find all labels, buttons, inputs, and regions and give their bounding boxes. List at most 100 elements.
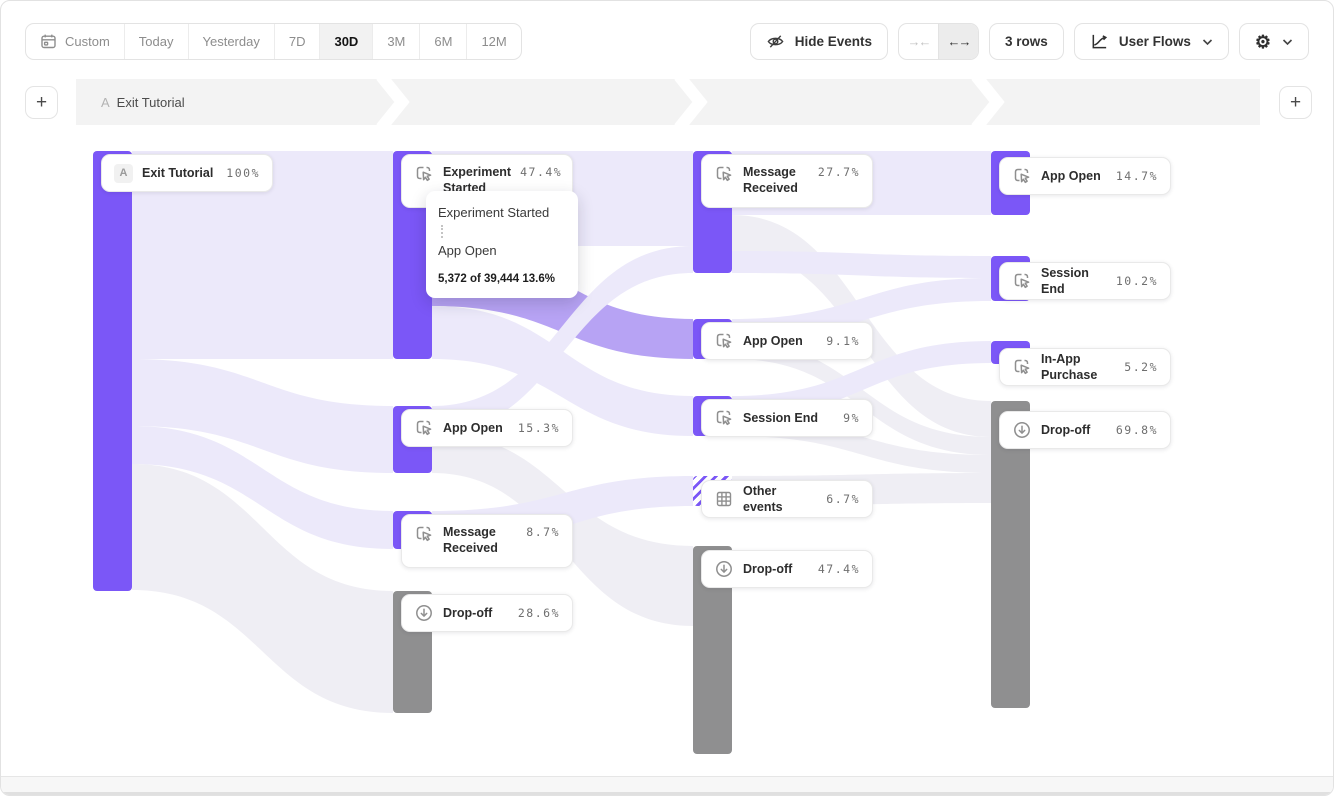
step-letter: A — [101, 94, 110, 110]
date-range-picker: Custom Today Yesterday 7D 30D 3M 6M 12M — [25, 23, 522, 60]
toolbar-actions: Hide Events →← ←→ 3 rows User Flows — [749, 23, 1309, 60]
hide-events-button[interactable]: Hide Events — [749, 23, 889, 60]
node-value: 69.8% — [1115, 422, 1158, 437]
node-value: 47.4% — [520, 165, 563, 179]
date-range-yesterday[interactable]: Yesterday — [189, 24, 275, 59]
flow-tooltip: Experiment Started App Open 5,372 of 39,… — [426, 191, 578, 298]
collapse-arrows-icon: →← — [907, 34, 932, 49]
settings-dropdown[interactable]: ⚙ — [1238, 23, 1309, 60]
flow-ribbon[interactable] — [132, 359, 393, 473]
expand-columns-button[interactable]: ←→ — [938, 24, 979, 59]
node-label: Drop-off — [1041, 422, 1091, 437]
node-value: 27.7% — [817, 165, 860, 179]
date-range-label: Today — [138, 34, 174, 49]
tooltip-connector-dots — [441, 225, 443, 238]
node-card-other-events[interactable]: Other events 6.7% — [701, 480, 873, 518]
flow-ribbon[interactable] — [732, 251, 991, 278]
event-icon — [1012, 357, 1032, 377]
calendar-icon — [40, 33, 57, 50]
date-range-label: 12M — [481, 34, 507, 49]
date-range-6m[interactable]: 6M — [420, 24, 468, 59]
view-type-dropdown[interactable]: User Flows — [1073, 23, 1229, 60]
step-chevron-separators — [376, 79, 1005, 125]
node-value: 5.2% — [1124, 359, 1158, 374]
event-icon — [414, 164, 434, 184]
node-card-drop-off[interactable]: Drop-off 47.4% — [701, 550, 873, 588]
node-label: Drop-off — [443, 605, 493, 620]
chevron-down-icon — [1202, 34, 1213, 49]
node-value: 9% — [843, 410, 860, 425]
event-icon — [1012, 166, 1032, 186]
node-label: Drop-off — [743, 561, 793, 576]
node-value: 9.1% — [826, 333, 860, 348]
date-range-7d[interactable]: 7D — [275, 24, 321, 59]
node-value: 14.7% — [1115, 168, 1158, 183]
node-label: Other events — [743, 483, 783, 514]
step-title: Exit Tutorial — [116, 94, 185, 110]
toolbar: Custom Today Yesterday 7D 30D 3M 6M 12M … — [25, 23, 1309, 60]
date-range-label: 7D — [288, 34, 306, 49]
node-card-drop-off[interactable]: Drop-off 28.6% — [401, 594, 573, 632]
event-icon — [714, 331, 734, 351]
tooltip-from-event: Experiment Started — [438, 205, 550, 220]
drop-off-icon — [714, 559, 734, 579]
node-value: 10.2% — [1115, 273, 1158, 288]
add-step-left-button[interactable]: + — [25, 86, 58, 119]
steps-breadcrumb-bar[interactable]: A Exit Tutorial — [76, 79, 1260, 125]
date-range-label: Custom — [65, 34, 110, 49]
eye-off-icon — [766, 32, 786, 52]
date-range-12m[interactable]: 12M — [467, 24, 520, 59]
node-value: 8.7% — [526, 525, 560, 539]
date-range-label: 30D — [334, 34, 359, 49]
flow-ribbon[interactable] — [132, 464, 393, 713]
hide-events-label: Hide Events — [794, 34, 873, 49]
chevron-down-icon — [1282, 34, 1293, 49]
event-icon — [714, 408, 734, 428]
collapse-expand-toggle: →← ←→ — [898, 23, 980, 60]
node-value: 28.6% — [517, 605, 560, 620]
node-card-session-end[interactable]: Session End 9% — [701, 399, 873, 437]
rows-label: 3 rows — [1005, 34, 1048, 49]
date-range-3m[interactable]: 3M — [373, 24, 421, 59]
node-label: App Open — [443, 420, 503, 435]
date-range-label: 6M — [434, 34, 453, 49]
node-label: Session End — [1041, 265, 1089, 296]
flows-chart-icon — [1090, 32, 1110, 52]
node-card-session-end[interactable]: Session End 10.2% — [999, 262, 1171, 300]
view-type-label: User Flows — [1118, 34, 1191, 49]
expand-arrows-icon: ←→ — [947, 34, 972, 49]
add-step-right-button[interactable]: + — [1279, 86, 1312, 119]
node-card-app-open[interactable]: App Open 9.1% — [701, 322, 873, 360]
node-card-exit-tutorial[interactable]: A Exit Tutorial 100% — [101, 154, 273, 192]
gear-icon: ⚙ — [1254, 31, 1271, 52]
flow-ribbon[interactable] — [132, 426, 393, 549]
plus-icon: + — [35, 91, 48, 113]
drop-off-bar[interactable] — [991, 401, 1030, 708]
node-label: Session End — [743, 410, 819, 425]
date-range-custom[interactable]: Custom — [26, 24, 125, 59]
event-icon — [714, 164, 734, 184]
node-value: 47.4% — [817, 561, 860, 576]
bottom-scroll-strip[interactable] — [1, 776, 1333, 795]
node-label: App Open — [743, 333, 803, 348]
node-value: 100% — [226, 165, 260, 180]
date-range-label: Yesterday — [202, 34, 260, 49]
node-card-message-received[interactable]: Message Received 27.7% — [701, 154, 873, 208]
date-range-30d[interactable]: 30D — [320, 24, 374, 59]
node-value: 15.3% — [517, 420, 560, 435]
node-card-app-open[interactable]: App Open 15.3% — [401, 409, 573, 447]
node-card-app-open[interactable]: App Open 14.7% — [999, 157, 1171, 195]
node-value: 6.7% — [826, 491, 860, 506]
rows-button[interactable]: 3 rows — [989, 23, 1064, 60]
node-card-message-received[interactable]: Message Received 8.7% — [401, 514, 573, 568]
node-card-in-app-purchase[interactable]: In-App Purchase 5.2% — [999, 348, 1171, 386]
collapse-columns-button[interactable]: →← — [899, 24, 938, 59]
tooltip-stat: 5,372 of 39,444 13.6% — [438, 273, 555, 285]
event-node-bar[interactable] — [93, 151, 132, 591]
drop-off-icon — [1012, 420, 1032, 440]
date-range-today[interactable]: Today — [125, 24, 189, 59]
node-card-drop-off[interactable]: Drop-off 69.8% — [999, 411, 1171, 449]
step-a-label: A Exit Tutorial — [101, 79, 185, 125]
step-a-badge: A — [114, 163, 133, 183]
